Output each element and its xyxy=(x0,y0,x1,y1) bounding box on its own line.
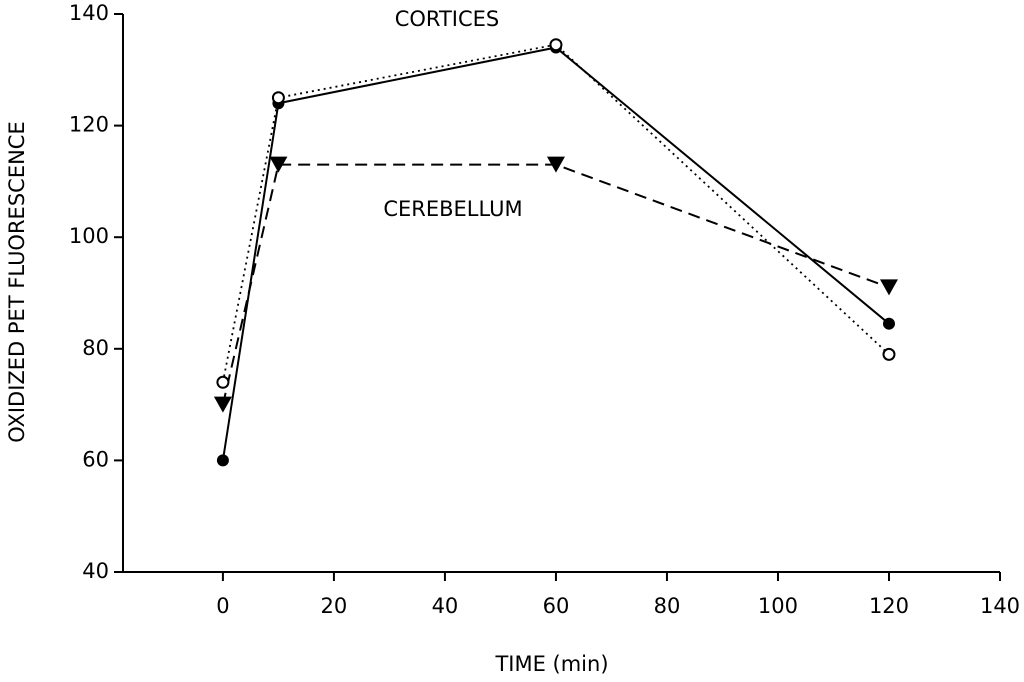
x-tick-label: 100 xyxy=(758,594,798,618)
data-point xyxy=(269,156,288,173)
data-point xyxy=(879,279,898,296)
y-tick-label: 140 xyxy=(69,1,109,25)
data-point xyxy=(882,317,895,330)
series-line xyxy=(222,43,890,383)
data-point xyxy=(549,38,563,52)
x-tick-label: 60 xyxy=(543,594,570,618)
y-tick-label: 120 xyxy=(69,113,109,137)
x-tick-label: 40 xyxy=(432,594,459,618)
series-line xyxy=(221,163,890,405)
data-point xyxy=(213,396,232,413)
x-tick-label: 80 xyxy=(654,594,681,618)
annotation: CEREBELLUM xyxy=(383,197,522,221)
x-axis-label: TIME (min) xyxy=(494,652,608,676)
series-line xyxy=(221,46,890,461)
y-tick-label: 80 xyxy=(82,336,109,360)
x-tick-label: 120 xyxy=(869,594,909,618)
data-point xyxy=(546,156,565,173)
data-point xyxy=(882,347,896,361)
y-tick-label: 100 xyxy=(69,224,109,248)
y-axis-label: OXIDIZED PET FLUORESCENCE xyxy=(5,121,29,442)
annotation: CORTICES xyxy=(395,7,500,31)
y-tick-label: 60 xyxy=(82,447,109,471)
x-tick-label: 140 xyxy=(980,594,1020,618)
x-tick-label: 20 xyxy=(321,594,348,618)
data-point xyxy=(216,375,230,389)
data-point xyxy=(216,454,229,467)
x-tick-label: 0 xyxy=(216,594,229,618)
y-tick-label: 40 xyxy=(82,559,109,583)
data-point xyxy=(271,91,285,105)
